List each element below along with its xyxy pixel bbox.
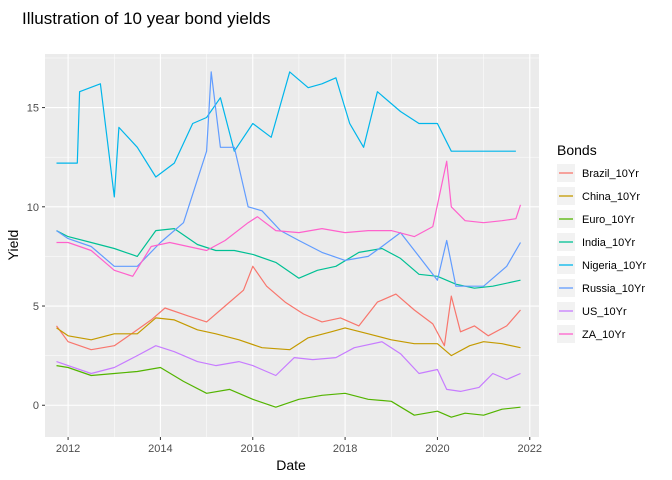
chart-title: Illustration of 10 year bond yields	[22, 9, 271, 28]
legend-item: ZA_10Yr	[557, 325, 626, 343]
legend-item: Brazil_10Yr	[557, 164, 639, 182]
series-line-za-10yr	[56, 160, 522, 277]
x-tick-label: 2022	[518, 443, 542, 455]
series-line-russia-10yr	[56, 71, 522, 287]
x-tick-label: 2014	[148, 443, 172, 455]
y-tick-label: 15	[27, 103, 39, 115]
series-line-china-10yr	[56, 317, 521, 357]
series-line-nigeria-10yr	[56, 71, 516, 198]
y-tick-label: 10	[27, 202, 39, 214]
x-axis-title: Date	[276, 457, 306, 473]
y-axis: 0 5 10 15	[27, 103, 45, 412]
legend-item: China_10Yr	[557, 187, 640, 205]
legend-label: Russia_10Yr	[582, 283, 645, 295]
legend-item: Russia_10Yr	[557, 279, 645, 297]
legend-label: Nigeria_10Yr	[582, 260, 647, 272]
legend-label: ZA_10Yr	[582, 329, 626, 341]
legend-label: Brazil_10Yr	[582, 168, 639, 180]
legend-label: Euro_10Yr	[582, 214, 635, 226]
x-tick-label: 2012	[56, 443, 80, 455]
y-axis-title: Yield	[5, 230, 21, 261]
series-line-brazil-10yr	[56, 265, 521, 351]
series-line-india-10yr	[56, 228, 521, 289]
y-tick-label: 5	[33, 301, 39, 313]
x-tick-label: 2016	[241, 443, 265, 455]
legend-item: Euro_10Yr	[557, 210, 635, 228]
series-lines	[56, 71, 522, 418]
plot-panel	[45, 54, 539, 437]
series-line-euro-10yr	[56, 365, 521, 418]
legend-label: US_10Yr	[582, 306, 627, 318]
legend: Bonds Brazil_10Yr China_10Yr Euro_10Yr Indi…	[557, 142, 647, 343]
legend-label: India_10Yr	[582, 237, 636, 249]
legend-label: China_10Yr	[582, 191, 640, 203]
x-axis: 2012 2014 2016 2018 2020 2022	[56, 437, 542, 455]
legend-item: US_10Yr	[557, 302, 627, 320]
legend-items: Brazil_10Yr China_10Yr Euro_10Yr India_10Yr…	[557, 164, 647, 343]
series-line-us-10yr	[56, 341, 521, 392]
x-tick-label: 2018	[333, 443, 357, 455]
x-tick-label: 2020	[425, 443, 449, 455]
legend-item: India_10Yr	[557, 233, 636, 251]
legend-title: Bonds	[557, 142, 597, 158]
y-tick-label: 0	[33, 400, 39, 412]
legend-item: Nigeria_10Yr	[557, 256, 647, 274]
